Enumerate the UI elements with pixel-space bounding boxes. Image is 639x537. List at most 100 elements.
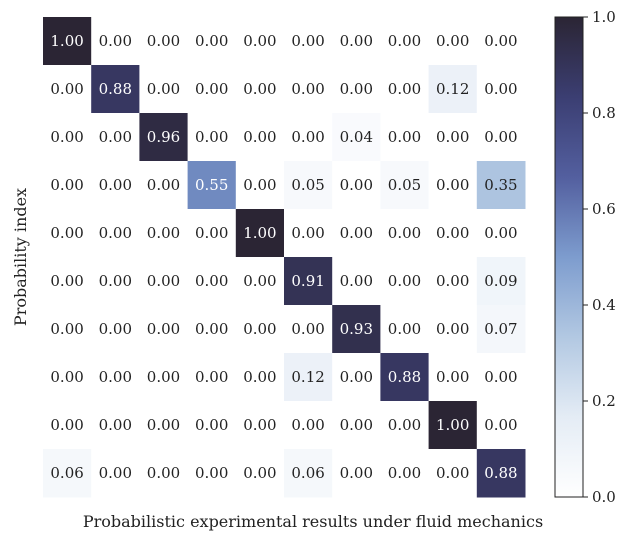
cell-value-label: 0.00 — [436, 272, 469, 290]
heatmap-cell — [235, 401, 285, 450]
heatmap-cell — [476, 449, 526, 498]
heatmap-cell — [235, 449, 285, 498]
cell-value-label: 0.00 — [484, 224, 517, 242]
heatmap-cell — [428, 17, 478, 66]
heatmap-cell — [332, 65, 381, 114]
cell-value-label: 0.00 — [243, 320, 276, 338]
heatmap-cell — [235, 17, 285, 66]
heatmap-cell — [332, 257, 381, 306]
cell-value-label: 0.00 — [195, 224, 228, 242]
cell-value-label: 0.00 — [484, 368, 517, 386]
heatmap-cell — [284, 209, 333, 258]
heatmap-cell — [91, 113, 140, 162]
cell-value-label: 0.00 — [436, 32, 469, 50]
cell-value-label: 0.00 — [147, 224, 180, 242]
colorbar-tick-label: 0.6 — [592, 200, 616, 218]
heatmap-cell — [428, 161, 478, 210]
cell-value-label: 0.00 — [388, 32, 421, 50]
cell-value-label: 0.00 — [99, 368, 132, 386]
cell-value-label: 0.00 — [99, 32, 132, 50]
heatmap-cell — [428, 401, 478, 450]
heatmap-cell — [284, 305, 333, 354]
cell-value-label: 0.00 — [291, 320, 324, 338]
heatmap-cell — [428, 353, 478, 402]
heatmap-cell — [91, 305, 140, 354]
cell-value-label: 0.00 — [484, 416, 517, 434]
heatmap-cell — [284, 17, 333, 66]
cell-value-label: 0.00 — [484, 80, 517, 98]
heatmap-cell — [380, 257, 430, 306]
heatmap-cell — [428, 65, 478, 114]
heatmap-cell — [139, 401, 189, 450]
heatmap-cell — [187, 209, 237, 258]
heatmap-cell — [187, 449, 237, 498]
heatmap-cell — [284, 257, 333, 306]
cell-value-label: 0.00 — [147, 464, 180, 482]
cell-value-label: 0.88 — [388, 368, 421, 386]
cell-value-label: 0.00 — [243, 272, 276, 290]
cell-value-label: 0.12 — [291, 368, 324, 386]
heatmap-cell — [139, 209, 189, 258]
heatmap-cell — [43, 65, 92, 114]
cell-value-label: 0.00 — [436, 176, 469, 194]
cell-value-label: 0.05 — [388, 176, 421, 194]
cell-value-label: 0.00 — [340, 176, 373, 194]
heatmap-cell — [139, 353, 189, 402]
heatmap-cell — [476, 257, 526, 306]
cell-value-label: 0.96 — [147, 128, 180, 146]
colorbar — [554, 16, 584, 498]
heatmap-cell — [139, 65, 189, 114]
cell-value-label: 0.35 — [484, 176, 517, 194]
heatmap-cell — [91, 449, 140, 498]
heatmap-cell — [428, 257, 478, 306]
cell-value-label: 0.00 — [99, 272, 132, 290]
cell-value-label: 0.00 — [50, 80, 83, 98]
cell-value-label: 0.00 — [147, 272, 180, 290]
cell-value-label: 0.00 — [291, 224, 324, 242]
cell-value-label: 0.05 — [291, 176, 324, 194]
cell-value-label: 0.00 — [147, 176, 180, 194]
heatmap-cell — [380, 17, 430, 66]
heatmap-cell — [235, 257, 285, 306]
heatmap-cell — [91, 17, 140, 66]
cell-value-label: 0.00 — [388, 464, 421, 482]
heatmap-cell — [380, 65, 430, 114]
heatmap-cell — [235, 161, 285, 210]
cell-value-label: 0.00 — [243, 416, 276, 434]
cell-value-label: 0.00 — [243, 80, 276, 98]
heatmap-cell — [332, 305, 381, 354]
heatmap-cell — [187, 401, 237, 450]
cell-value-label: 1.00 — [436, 416, 469, 434]
cell-value-label: 0.00 — [195, 128, 228, 146]
cell-value-label: 0.93 — [340, 320, 373, 338]
cell-value-label: 0.00 — [147, 80, 180, 98]
cell-value-label: 0.00 — [388, 224, 421, 242]
cell-value-label: 0.00 — [340, 416, 373, 434]
colorbar-tick-label: 1.0 — [592, 8, 616, 26]
cell-value-label: 0.00 — [195, 32, 228, 50]
heatmap-cells — [43, 17, 526, 498]
heatmap-cell — [476, 353, 526, 402]
cell-value-label: 0.00 — [195, 272, 228, 290]
cell-value-label: 0.00 — [388, 272, 421, 290]
heatmap-cell — [235, 353, 285, 402]
cell-value-label: 0.00 — [388, 128, 421, 146]
cell-value-label: 0.00 — [99, 320, 132, 338]
cell-value-label: 0.88 — [484, 464, 517, 482]
heatmap-cell — [235, 113, 285, 162]
cell-value-label: 0.00 — [147, 320, 180, 338]
heatmap-cell — [284, 65, 333, 114]
heatmap-cell — [91, 257, 140, 306]
cell-value-label: 0.04 — [340, 128, 373, 146]
heatmap-cell — [43, 17, 92, 66]
heatmap-cell — [43, 401, 92, 450]
cell-value-label: 0.00 — [340, 368, 373, 386]
heatmap-cell — [380, 401, 430, 450]
heatmap-cell — [187, 17, 237, 66]
cell-value-label: 0.00 — [195, 464, 228, 482]
colorbar-ticks: 0.0 0.2 0.4 0.6 0.8 1.0 — [583, 8, 616, 506]
cell-value-label: 0.00 — [99, 464, 132, 482]
cell-value-label: 0.00 — [50, 224, 83, 242]
heatmap-cell — [476, 17, 526, 66]
cell-value-label: 0.00 — [99, 176, 132, 194]
